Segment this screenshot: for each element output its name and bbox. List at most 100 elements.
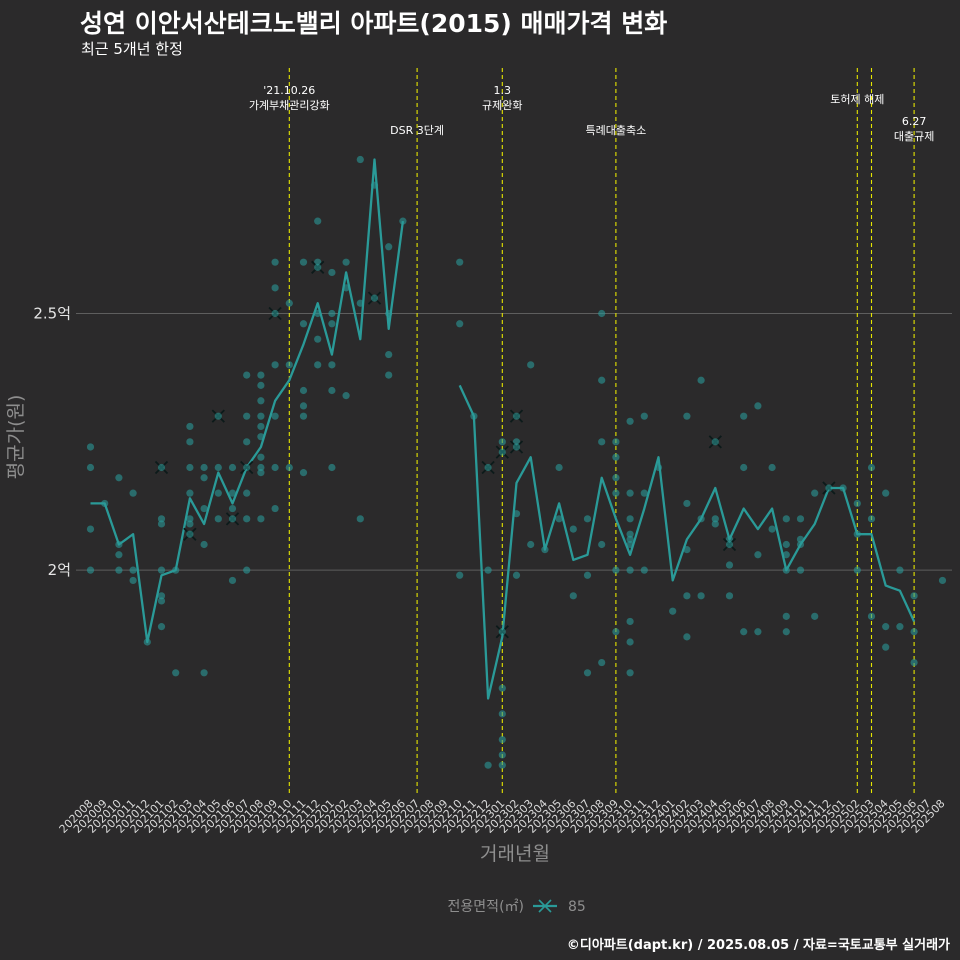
data-point — [299, 412, 308, 420]
data-point — [896, 566, 904, 574]
data-point — [598, 438, 606, 446]
data-point — [782, 551, 790, 559]
data-point — [186, 520, 194, 528]
data-point — [626, 535, 634, 543]
data-point — [86, 525, 95, 533]
data-point — [626, 515, 634, 523]
y-tick-label: 2.5억 — [33, 305, 71, 323]
data-point — [740, 463, 748, 472]
data-point — [356, 155, 364, 164]
data-point — [129, 576, 137, 585]
data-point — [200, 463, 208, 472]
data-point — [328, 463, 336, 472]
data-point — [697, 592, 705, 600]
data-point — [754, 551, 762, 559]
event-annotation: 6.27 대출규제 — [894, 115, 934, 143]
data-point — [640, 412, 648, 420]
data-point — [271, 504, 279, 513]
data-point — [257, 371, 265, 379]
data-point — [157, 520, 166, 528]
data-point — [271, 463, 279, 472]
x-axis-ticks: 2020082020092020102020112020122021012021… — [57, 797, 948, 836]
data-point — [498, 684, 506, 692]
data-point — [640, 566, 648, 574]
data-point — [257, 515, 265, 523]
data-point — [882, 489, 890, 497]
data-point — [811, 612, 819, 620]
event-annotation-line: DSR 3단계 — [390, 124, 444, 137]
legend-title: 전용면적(㎡) — [448, 899, 524, 915]
highlight-point — [512, 443, 521, 451]
event-annotation-line: 1.3 — [494, 84, 512, 97]
data-point — [200, 540, 208, 549]
data-point — [243, 438, 251, 446]
data-point — [512, 571, 521, 579]
data-point — [697, 376, 705, 384]
highlight-point — [157, 463, 166, 472]
data-point — [583, 571, 592, 579]
data-point — [910, 658, 918, 667]
data-point — [598, 376, 606, 384]
highlight-point — [370, 294, 379, 302]
event-annotation: 특례대출축소 — [586, 124, 647, 137]
data-point — [228, 576, 237, 585]
event-annotation: '21.10.26 가계부채관리강화 — [249, 84, 330, 112]
data-point — [157, 592, 166, 600]
data-point — [314, 217, 322, 225]
data-point — [299, 402, 308, 410]
data-point — [527, 361, 535, 369]
data-point — [214, 463, 222, 472]
event-annotation-line: 대출규제 — [894, 130, 934, 143]
data-point — [484, 761, 492, 769]
data-point — [867, 515, 876, 523]
data-point — [853, 499, 861, 508]
event-annotation-line: 특례대출축소 — [586, 124, 647, 137]
data-point — [115, 474, 123, 482]
source-caption: ©디아파트(dapt.kr) / 2025.08.05 / 자료=국토교통부 실… — [566, 938, 950, 953]
data-point — [626, 566, 634, 574]
data-point — [626, 669, 634, 677]
data-point — [328, 320, 336, 328]
data-point — [583, 669, 592, 677]
data-point — [299, 469, 308, 477]
data-point — [612, 474, 620, 482]
data-point — [328, 309, 336, 318]
data-point — [86, 443, 95, 451]
data-point — [711, 520, 719, 528]
data-point — [882, 623, 890, 631]
data-point — [498, 710, 506, 718]
data-point — [782, 628, 790, 636]
data-point — [243, 412, 251, 420]
data-point — [725, 592, 734, 600]
data-point — [328, 361, 336, 369]
highlight-point — [243, 463, 251, 472]
data-point — [200, 474, 208, 482]
data-point — [214, 515, 222, 523]
data-point — [115, 566, 123, 574]
data-point — [342, 258, 350, 266]
data-point — [896, 623, 904, 631]
data-point — [299, 320, 308, 328]
legend-x-key — [538, 899, 552, 913]
data-point — [342, 392, 350, 400]
data-point — [626, 489, 634, 497]
data-point — [725, 561, 734, 569]
event-annotation: 토허제 해제 — [830, 92, 884, 106]
data-point — [555, 515, 563, 523]
data-point — [186, 422, 194, 431]
data-point — [527, 540, 535, 549]
data-point — [157, 515, 166, 523]
data-point — [243, 489, 251, 497]
highlight-point — [484, 463, 492, 472]
data-point — [598, 309, 606, 318]
data-point — [385, 243, 393, 251]
grid-lines — [76, 313, 952, 571]
data-point — [569, 592, 577, 600]
event-annotation-line: 규제완화 — [482, 99, 522, 112]
data-point — [683, 412, 691, 420]
legend-label-85: 85 — [568, 899, 586, 915]
data-point — [456, 320, 464, 328]
data-point — [569, 525, 577, 533]
data-point — [186, 463, 194, 472]
data-point — [754, 402, 762, 410]
